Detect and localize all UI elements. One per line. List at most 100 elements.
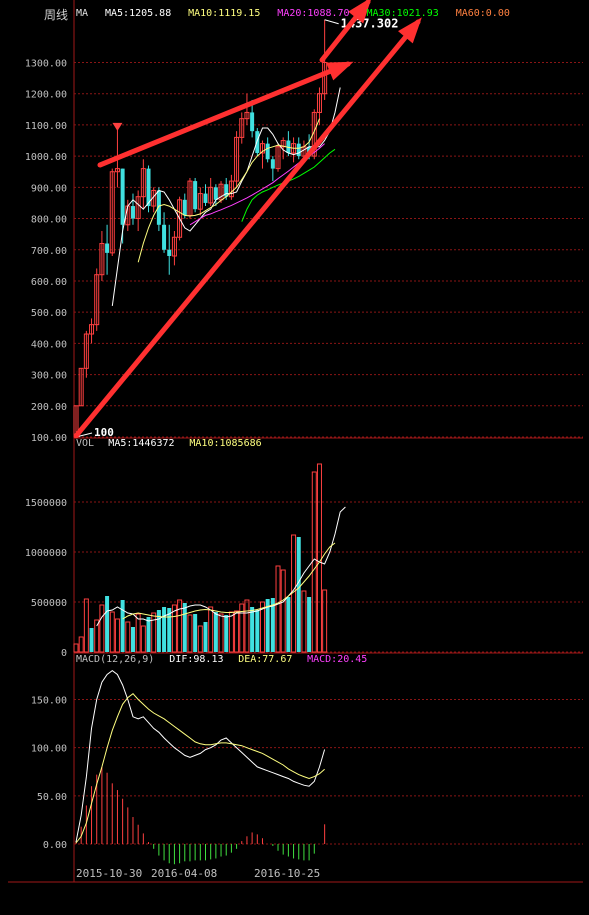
ma10-line bbox=[122, 542, 336, 620]
volume-bar bbox=[203, 622, 208, 652]
volume-bar bbox=[296, 537, 301, 652]
y-tick-label: 150.00 bbox=[31, 696, 67, 707]
volume-bar bbox=[162, 607, 167, 652]
period-label: 周线 bbox=[44, 8, 68, 22]
volume-bar bbox=[171, 604, 177, 653]
volume-bar bbox=[275, 565, 281, 653]
y-tick-label: 1100.00 bbox=[25, 121, 67, 132]
candle-body bbox=[135, 196, 141, 220]
arrow-head bbox=[348, 0, 371, 24]
volume-bar bbox=[322, 589, 328, 653]
indicator-label: MA10:1085686 bbox=[189, 438, 261, 449]
volume-bar bbox=[156, 610, 161, 652]
volume-bar bbox=[265, 599, 270, 652]
volume-bar bbox=[316, 463, 322, 653]
volume-panel[interactable] bbox=[73, 463, 346, 653]
candle-body bbox=[182, 199, 187, 216]
volume-bar bbox=[228, 611, 234, 653]
volume-bar bbox=[218, 613, 224, 653]
volume-bar bbox=[234, 610, 240, 653]
candle-body bbox=[213, 187, 218, 200]
y-tick-label: 1000.00 bbox=[25, 152, 67, 163]
candle-body bbox=[167, 249, 172, 256]
volume-bar bbox=[120, 600, 125, 652]
arrow-head bbox=[398, 17, 422, 44]
y-tick-label: 0 bbox=[61, 648, 67, 659]
volume-bar bbox=[244, 599, 250, 653]
volume-bar bbox=[197, 625, 203, 653]
indicator-label: MA10:1119.15 bbox=[188, 8, 260, 19]
y-tick-label: 0.00 bbox=[43, 840, 67, 851]
indicator-label: DEA:77.67 bbox=[238, 654, 292, 665]
indicator-label: MACD(12,26,9) bbox=[76, 654, 154, 665]
y-tick-label: 200.00 bbox=[31, 402, 67, 413]
y-tick-label: 500.00 bbox=[31, 308, 67, 319]
indicator-label: MA20:1088.70 bbox=[277, 8, 349, 19]
ma5-line bbox=[111, 87, 341, 306]
candle-body bbox=[83, 333, 89, 369]
y-tick-label: 1200.00 bbox=[25, 90, 67, 101]
volume-bar bbox=[259, 601, 265, 653]
peak-triangle-marker bbox=[112, 122, 123, 131]
indicator-label: MA60:0.00 bbox=[456, 8, 510, 19]
candle-body bbox=[89, 324, 95, 335]
volume-bar bbox=[239, 603, 245, 653]
x-tick-label: 2016-04-08 bbox=[151, 867, 217, 880]
y-tick-label: 800.00 bbox=[31, 215, 67, 226]
candle-body bbox=[187, 180, 193, 216]
volume-bar bbox=[167, 608, 172, 652]
candle-body bbox=[94, 274, 100, 326]
low-marker-label: 100 bbox=[94, 426, 114, 439]
candle-body bbox=[259, 143, 265, 154]
candle-body bbox=[208, 186, 214, 204]
y-tick-label: 900.00 bbox=[31, 183, 67, 194]
candle-body bbox=[99, 243, 105, 276]
volume-bar bbox=[105, 596, 110, 652]
volume-bar bbox=[255, 610, 260, 652]
x-tick-label: 2015-10-30 bbox=[76, 867, 142, 880]
arrow-shaft bbox=[97, 61, 351, 168]
volume-bar bbox=[182, 603, 187, 652]
candle-body bbox=[255, 131, 260, 154]
indicator-label: MACD:20.45 bbox=[307, 654, 367, 665]
candle-body bbox=[151, 189, 157, 207]
volume-bar bbox=[130, 627, 135, 652]
volume-bar bbox=[250, 607, 255, 652]
volume-bar bbox=[114, 618, 120, 653]
x-tick-label: 2016-10-25 bbox=[254, 867, 320, 880]
grid-layer bbox=[8, 0, 583, 883]
candle-body bbox=[239, 118, 245, 138]
y-tick-label: 1300.00 bbox=[25, 59, 67, 70]
ma5-line bbox=[96, 506, 346, 627]
macd-panel[interactable] bbox=[75, 669, 326, 865]
y-tick-label: 1500000 bbox=[25, 498, 67, 509]
candle-body bbox=[322, 62, 328, 95]
candle-body bbox=[146, 168, 151, 207]
panel-headers: 周线 MA MA5:1205.88 MA10:1119.15 MA20:1088.7… bbox=[44, 8, 510, 665]
x-axis-labels: 2015-10-30 2016-04-08 2016-10-25 bbox=[76, 867, 320, 880]
volume-bar bbox=[187, 614, 193, 653]
indicator-label: MA5:1446372 bbox=[108, 438, 174, 449]
candle-body bbox=[270, 159, 275, 169]
candle-body bbox=[105, 243, 110, 253]
candle-body bbox=[275, 146, 281, 170]
ma10-line bbox=[137, 118, 320, 263]
volume-bar bbox=[140, 625, 146, 653]
candle-body bbox=[234, 136, 240, 182]
volume-bar bbox=[311, 471, 317, 653]
candle-body bbox=[130, 206, 135, 219]
trend-arrows bbox=[73, 0, 422, 439]
volume-bar bbox=[208, 606, 214, 653]
volume-bar bbox=[94, 619, 100, 653]
volume-bar bbox=[135, 613, 141, 653]
candle-body bbox=[78, 367, 84, 407]
candle-body bbox=[203, 193, 208, 203]
volume-bar bbox=[193, 614, 198, 652]
volume-bar bbox=[78, 636, 84, 653]
candle-body bbox=[228, 180, 234, 198]
candle-body bbox=[177, 199, 183, 238]
ma30-line bbox=[241, 148, 336, 222]
dif-line bbox=[75, 669, 326, 843]
indicator-label: DIF:98.13 bbox=[169, 654, 223, 665]
